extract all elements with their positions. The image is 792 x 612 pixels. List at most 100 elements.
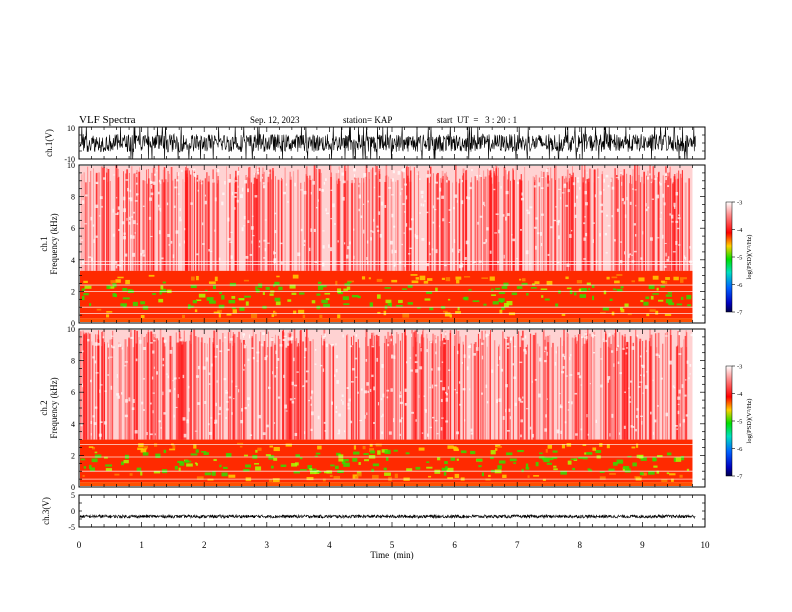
speckle: [348, 398, 351, 402]
colorbar-tick-label: -4: [737, 391, 743, 398]
streak: [566, 169, 569, 271]
streak: [617, 179, 619, 271]
speckle: [539, 232, 543, 236]
band-patch: [389, 302, 392, 308]
speckle: [172, 380, 174, 382]
speckle: [628, 254, 630, 258]
speckle: [128, 197, 131, 200]
speckle: [90, 257, 93, 261]
speckle: [435, 249, 438, 254]
band-patch: [190, 453, 198, 456]
x-axis-ticklabels: 0 1 2 3 4 5 6 7 8 9 10: [77, 540, 710, 550]
streak: [454, 330, 456, 440]
speckle: [336, 380, 339, 384]
speckle: [565, 204, 569, 207]
speckle: [334, 374, 336, 377]
speckle: [142, 205, 145, 207]
speckle: [273, 422, 276, 424]
streak: [299, 346, 301, 440]
streak: [617, 167, 619, 271]
speckle: [468, 344, 472, 349]
streak: [212, 169, 214, 271]
speckle: [491, 369, 494, 373]
band-patch: [417, 307, 421, 309]
band-patch: [611, 276, 618, 279]
speckle: [289, 398, 293, 401]
x-tick-label: 0: [77, 540, 82, 550]
speckle: [456, 431, 459, 435]
band-patch: [638, 277, 645, 282]
streak: [419, 343, 421, 440]
streak: [289, 333, 291, 440]
speckle: [442, 387, 445, 391]
band-patch: [84, 285, 92, 289]
speckle: [660, 211, 662, 214]
band-patch: [158, 298, 164, 303]
speckle: [303, 239, 306, 243]
speckle: [500, 185, 502, 189]
speckle: [228, 396, 232, 399]
speckle: [626, 347, 628, 349]
speckle: [520, 419, 524, 423]
speckle: [194, 430, 198, 432]
speckle: [386, 389, 390, 392]
speckle: [546, 351, 548, 356]
speckle: [620, 241, 622, 243]
speckle: [247, 220, 250, 223]
band-patch: [428, 475, 432, 478]
speckle: [126, 217, 128, 221]
band-patch: [377, 311, 381, 315]
streak: [251, 336, 254, 440]
band-patch: [445, 466, 448, 470]
band-patch: [534, 281, 540, 284]
speckle: [625, 352, 628, 355]
speckle: [99, 196, 103, 200]
speckle: [418, 394, 420, 398]
streak: [147, 332, 150, 440]
speckle: [329, 247, 333, 252]
band-patch: [343, 303, 350, 306]
speckle: [528, 263, 531, 265]
speckle: [245, 255, 249, 259]
band-patch: [468, 288, 472, 291]
streak: [117, 177, 119, 271]
speckle: [131, 215, 133, 218]
band-patch: [120, 461, 125, 466]
speckle: [440, 427, 443, 431]
ch3-ytick-mid: 0: [71, 507, 75, 516]
streak: [473, 343, 475, 440]
streak: [508, 336, 511, 440]
band-patch: [609, 473, 616, 475]
band-patch: [307, 465, 312, 470]
speckle: [353, 228, 355, 231]
speckle: [367, 200, 369, 203]
streak: [393, 345, 394, 440]
speckle: [225, 408, 229, 411]
streak: [631, 183, 633, 271]
streak: [184, 342, 186, 440]
speckle: [391, 178, 394, 182]
band-patch: [325, 298, 330, 301]
band-patch: [221, 472, 228, 477]
streak: [508, 170, 510, 271]
x-tick-label: 3: [265, 540, 270, 550]
speckle: [343, 430, 346, 433]
streak: [533, 335, 536, 440]
speckle: [685, 379, 687, 381]
speckle: [342, 334, 344, 338]
streak: [179, 337, 182, 440]
speckle: [123, 235, 126, 240]
speckle: [116, 393, 120, 396]
speckle: [522, 396, 524, 399]
streak: [509, 343, 511, 440]
streak: [259, 341, 261, 440]
band-patch: [184, 460, 192, 463]
speckle: [162, 364, 165, 367]
speckle: [421, 432, 424, 434]
speckle: [152, 350, 155, 354]
streak: [444, 339, 447, 440]
speckle: [224, 336, 227, 339]
band-patch: [83, 466, 87, 469]
speckle: [355, 334, 358, 337]
band-patch: [680, 278, 684, 283]
